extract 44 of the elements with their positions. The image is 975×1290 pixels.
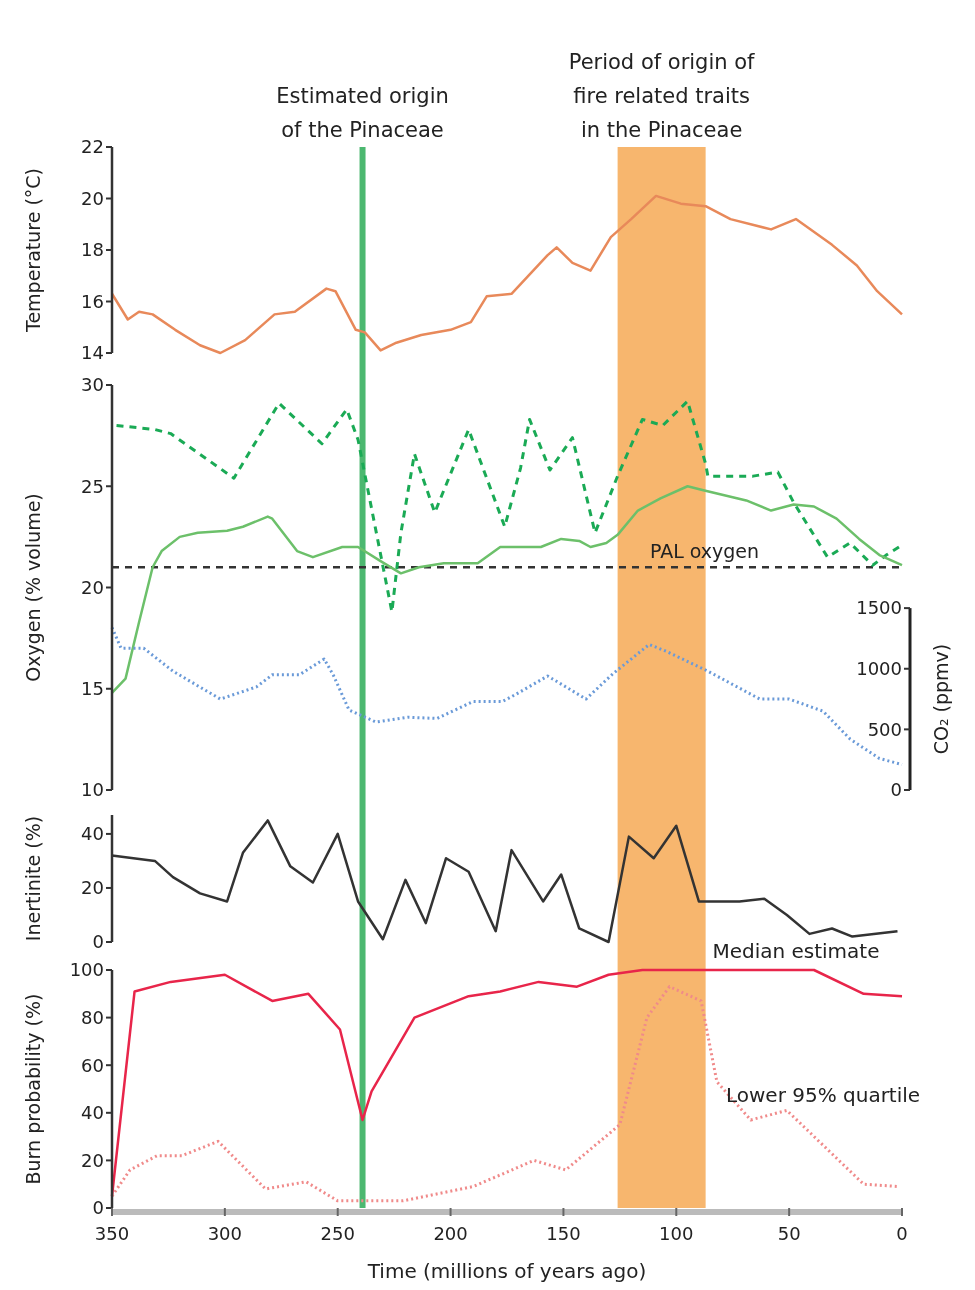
x-tick-label: 100: [659, 1223, 694, 1244]
y-axis-title: Oxygen (% volume): [22, 493, 44, 682]
y-tick-label: 100: [69, 959, 104, 981]
y-tick-label: 15: [81, 678, 104, 700]
y-tick-label: 80: [81, 1006, 104, 1028]
x-tick-label: 0: [896, 1223, 908, 1244]
y-tick-label: 0: [92, 1197, 104, 1219]
y2-tick-label: 1500: [856, 597, 902, 619]
series-label: Median estimate: [712, 939, 880, 963]
x-axis-title: Time (millions of years ago): [366, 1259, 647, 1283]
x-tick-label: 300: [207, 1223, 243, 1244]
y2-axis-title: CO₂ (ppmv): [930, 643, 952, 755]
series-label: Lower 95% quartile: [725, 1083, 921, 1108]
y-tick-label: 22: [81, 136, 104, 158]
x-tick-label: 350: [94, 1223, 130, 1244]
y-tick-label: 20: [81, 187, 104, 209]
line-series: [110, 194, 904, 355]
y-tick-label: 25: [81, 475, 104, 497]
y-tick-label: 10: [81, 779, 104, 801]
y-tick-label: 16: [81, 290, 104, 312]
y-tick-label: 0: [92, 931, 104, 953]
x-tick-label: 250: [320, 1223, 355, 1244]
y-tick-label: 20: [81, 576, 104, 598]
y-tick-label: 30: [81, 374, 104, 396]
line-series: [110, 485, 904, 695]
band-label: Period of origin of fire related traits in the Pinaceae: [568, 50, 756, 142]
line-series: [110, 819, 899, 944]
y-tick-label: 40: [81, 1102, 104, 1124]
y-tick-label: 20: [81, 877, 104, 899]
y-axis-title: Burn probability (%): [22, 993, 44, 1185]
x-tick-label: 200: [433, 1223, 468, 1244]
ref-line-label: Estimated origin of the Pinaceae: [276, 84, 449, 142]
y-tick-label: 60: [81, 1054, 104, 1076]
y2-tick-label: 500: [867, 718, 902, 740]
y-axis-title: Temperature (°C): [22, 168, 44, 333]
y-axis-title: Inertinite (%): [22, 815, 44, 942]
y2-tick-label: 1000: [856, 658, 902, 680]
x-tick-label: 50: [777, 1223, 801, 1244]
y-tick-label: 18: [81, 239, 104, 261]
x-tick-label: 150: [546, 1223, 581, 1244]
y2-tick-label: 0: [890, 779, 902, 801]
y-tick-label: 14: [81, 342, 104, 364]
y-tick-label: 20: [81, 1149, 104, 1171]
y-tick-label: 40: [81, 823, 104, 845]
